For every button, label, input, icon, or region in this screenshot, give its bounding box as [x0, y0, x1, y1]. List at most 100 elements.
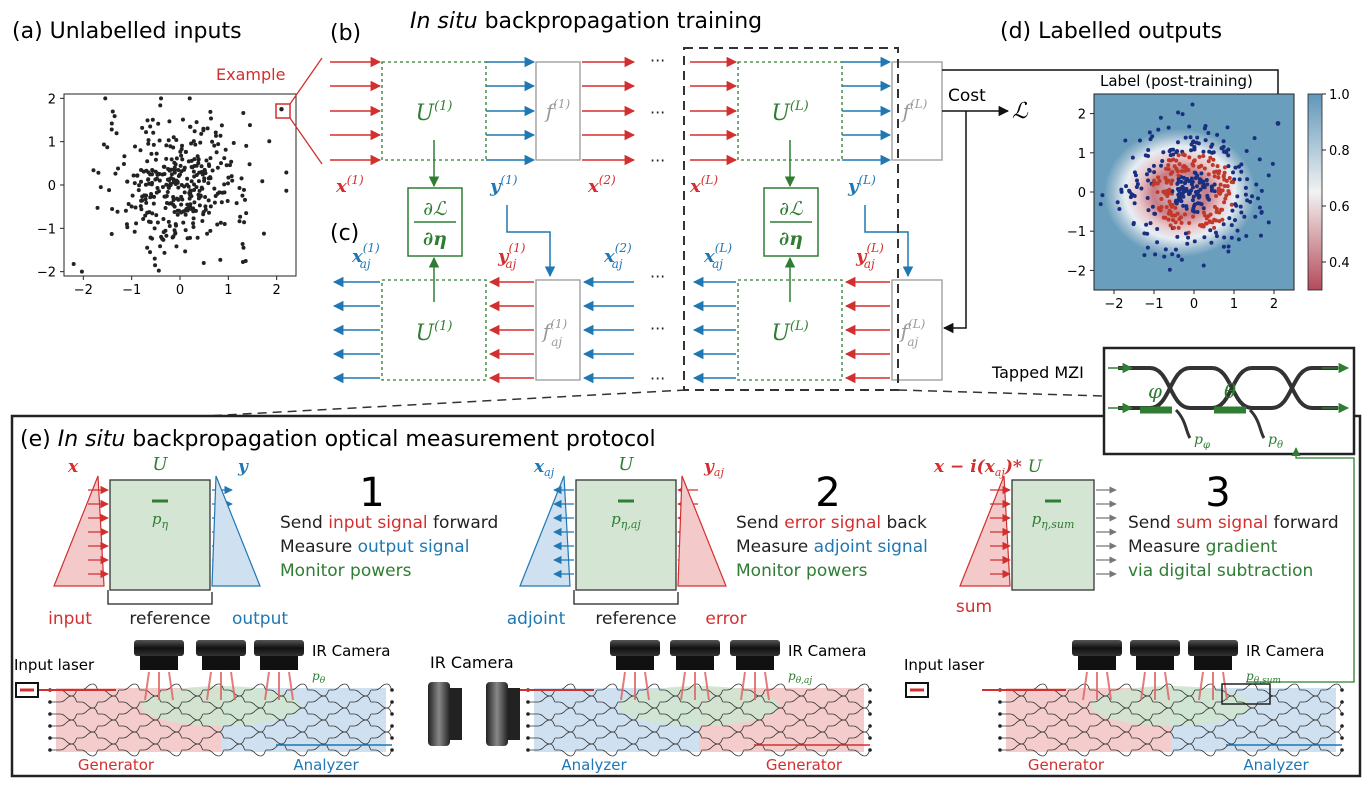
labelled-point	[1100, 193, 1105, 198]
labelled-point	[1197, 177, 1202, 182]
data-point	[141, 217, 146, 222]
camera-beam	[288, 671, 294, 701]
labelled-point	[1205, 193, 1210, 198]
data-point	[145, 210, 150, 215]
data-point	[192, 200, 197, 205]
data-point	[218, 257, 223, 262]
camera-body	[736, 656, 774, 670]
port	[390, 724, 394, 728]
colorbar-tick-label: 1.0	[1329, 88, 1350, 103]
labelled-point	[1172, 164, 1177, 169]
data-point	[208, 204, 213, 209]
labelled-point	[1175, 149, 1180, 154]
data-point	[206, 210, 211, 215]
labelled-point	[1195, 210, 1200, 215]
data-point	[180, 117, 185, 122]
data-point	[148, 195, 153, 200]
data-point	[222, 190, 227, 195]
step-number: 3	[1205, 470, 1230, 516]
labelled-point	[1187, 155, 1192, 160]
data-point	[154, 176, 159, 181]
mzi-zoom-line-left	[205, 389, 687, 417]
labelled-point	[1209, 240, 1214, 245]
data-point	[109, 232, 114, 237]
example-zoom-line-top	[289, 57, 323, 105]
labelled-point	[1144, 172, 1149, 177]
labelled-point	[1179, 257, 1184, 262]
labelled-point	[1170, 178, 1175, 183]
data-point	[205, 231, 210, 236]
xl-label: x(L)	[689, 173, 718, 197]
data-point	[201, 210, 206, 215]
yajl-label: y(L) aj	[855, 241, 884, 271]
labelled-point	[1173, 220, 1178, 225]
data-point	[241, 110, 246, 115]
camera-beam	[230, 671, 236, 701]
labelled-point	[1156, 206, 1161, 211]
forward-variable-labels: x(1) y(1) x(2) x(L) y(L)	[335, 173, 876, 197]
power-monitor-label: pη	[152, 510, 169, 531]
data-point	[168, 182, 173, 187]
data-point	[200, 172, 205, 177]
left-label: adjoint	[507, 609, 566, 629]
colorbar-ticks: 1.0 0.8 0.6 0.4	[1322, 88, 1350, 271]
labelled-point	[1132, 201, 1137, 206]
labelled-point	[1146, 208, 1151, 213]
step-description-line: Send sum signal forward	[1128, 513, 1339, 533]
labelled-point	[1222, 170, 1227, 175]
labelled-point	[1168, 171, 1173, 176]
labelled-point	[1183, 168, 1188, 173]
camera-beam	[764, 671, 770, 701]
data-point	[172, 228, 177, 233]
labelled-point	[1201, 184, 1206, 189]
data-point	[125, 225, 130, 230]
cost-label: Cost	[948, 86, 986, 106]
camera-beam	[1106, 671, 1112, 701]
port	[1340, 736, 1344, 740]
labelled-point	[1177, 217, 1182, 222]
data-point	[180, 197, 185, 202]
data-point	[219, 200, 224, 205]
chip-1: Generator Analyzer IR Camera pθ Input laser	[14, 640, 394, 774]
data-point	[166, 167, 171, 172]
data-point	[188, 124, 193, 129]
labelled-point	[1165, 188, 1170, 193]
waveguide	[1000, 731, 1343, 745]
data-point	[226, 175, 231, 180]
labelled-point	[1175, 140, 1180, 145]
data-point	[284, 170, 289, 175]
labelled-point	[1243, 185, 1248, 190]
data-point	[199, 185, 204, 190]
data-point	[171, 145, 176, 150]
labelled-point	[1233, 218, 1238, 223]
data-point	[208, 109, 213, 114]
data-point	[171, 195, 176, 200]
step-description-line: via digital subtraction	[1128, 561, 1313, 581]
labelled-point	[1204, 216, 1209, 221]
labelled-point	[1159, 163, 1164, 168]
data-point	[192, 182, 197, 187]
labelled-point	[1132, 193, 1137, 198]
input-laser-label: Input laser	[904, 656, 985, 674]
data-point	[145, 118, 150, 123]
labelled-point	[1216, 186, 1221, 191]
data-point	[260, 179, 265, 184]
labelled-point	[1201, 224, 1206, 229]
data-point	[144, 200, 149, 205]
data-point	[234, 201, 239, 206]
port	[868, 712, 872, 716]
data-point	[166, 219, 171, 224]
labelled-point	[1167, 149, 1172, 154]
step-description-line: Monitor powers	[736, 561, 868, 581]
y-tick-label: 1	[48, 136, 56, 151]
data-point	[183, 212, 188, 217]
data-point	[109, 121, 114, 126]
data-point	[126, 201, 131, 206]
data-point	[201, 126, 206, 131]
labelled-point	[1191, 194, 1196, 199]
step-description-line: Monitor powers	[280, 561, 412, 581]
data-point	[215, 222, 220, 227]
data-point	[203, 204, 208, 209]
data-point	[143, 213, 148, 218]
labelled-point	[1189, 142, 1194, 147]
